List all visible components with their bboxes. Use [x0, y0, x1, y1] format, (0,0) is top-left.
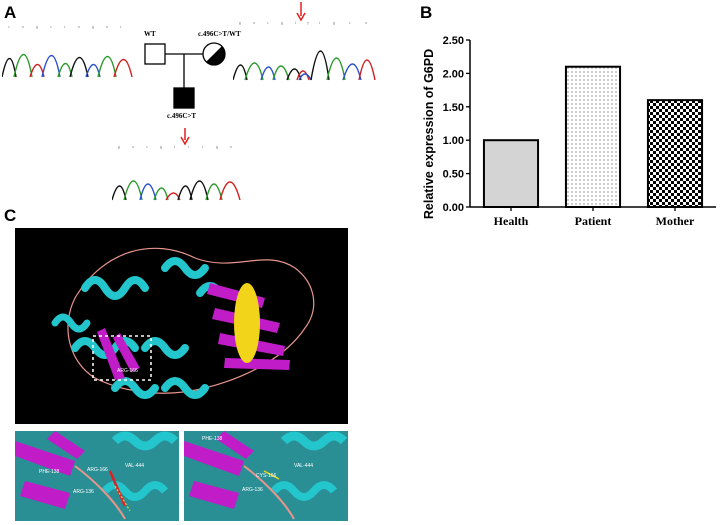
protein-zoom-right: PHE-138 CYS-166 VAL-444 ARG-136: [184, 431, 348, 521]
svg-text:t: t: [319, 20, 321, 25]
svg-text:g: g: [333, 20, 335, 25]
svg-text:t: t: [120, 24, 122, 29]
panel-label-b: B: [420, 3, 433, 22]
svg-text:y: y: [307, 20, 309, 25]
residue-label: VAL-444: [294, 463, 314, 469]
father-symbol: [144, 43, 166, 65]
residue-label: CYS-166: [256, 473, 277, 479]
x-tick-label: Health: [494, 214, 529, 228]
svg-text:g: g: [118, 144, 120, 149]
svg-text:t: t: [188, 144, 190, 149]
svg-text:t: t: [295, 20, 297, 25]
pedigree-child-label: c.496C>T: [167, 112, 197, 120]
mutation-arrow-icon: [296, 2, 306, 22]
svg-text:c: c: [146, 144, 148, 149]
pedigree-diagram: [144, 42, 226, 109]
x-tick-label: Mother: [656, 214, 695, 228]
residue-label: VAL-444: [125, 463, 145, 469]
y-tick-label: 0.50: [443, 169, 464, 181]
bar-mother: [646, 99, 704, 208]
svg-text:a: a: [132, 144, 134, 149]
panel-label-c: C: [4, 206, 17, 225]
panel-label-a: A: [4, 3, 17, 22]
residue-label: ARG-136: [242, 487, 263, 493]
bar-patient: [564, 65, 622, 208]
residue-label: ARG-166: [87, 467, 108, 473]
residue-label: PHE-138: [39, 469, 60, 475]
svg-text:g: g: [92, 24, 94, 29]
svg-text:g: g: [160, 144, 162, 149]
residue-label-main: ARG-166: [117, 368, 138, 374]
y-tick-label: 0.00: [443, 202, 464, 214]
svg-text:g: g: [36, 24, 38, 29]
svg-text:t: t: [174, 144, 176, 149]
svg-text:a: a: [253, 20, 255, 25]
svg-text:t: t: [64, 24, 66, 29]
svg-text:g: g: [281, 20, 283, 25]
svg-text:c: c: [8, 24, 10, 29]
y-tick-label: 2.00: [443, 68, 464, 80]
svg-text:c: c: [267, 20, 269, 25]
y-tick-label: 1.00: [443, 135, 464, 147]
svg-text:a: a: [106, 24, 108, 29]
protein-structure-main: ARG-166: [15, 228, 348, 424]
svg-text:a: a: [22, 24, 24, 29]
pedigree-father-label: WT: [144, 30, 156, 38]
bar-health: [482, 139, 540, 208]
svg-text:t: t: [202, 144, 204, 149]
svg-text:g: g: [216, 144, 218, 149]
x-tick-label: Patient: [575, 214, 612, 228]
child-symbol: [173, 87, 195, 109]
mutation-arrow-icon: [180, 128, 190, 146]
residue-label: PHE-138: [202, 436, 223, 442]
protein-zoom-left: PHE-138 ARG-166 VAL-444 ARG-136: [15, 431, 179, 521]
pedigree-mother-label: c.496C>T/WT: [198, 30, 241, 38]
svg-text:a: a: [78, 24, 80, 29]
y-axis-label: Relative expression of G6PD: [422, 49, 436, 219]
y-tick-label: 1.50: [443, 102, 464, 114]
svg-text:c: c: [349, 20, 351, 25]
svg-text:a: a: [365, 20, 367, 25]
y-tick-label: 2.50: [443, 35, 464, 47]
residue-label: ARG-136: [73, 489, 94, 495]
svg-text:g: g: [239, 20, 241, 25]
svg-text:a: a: [230, 144, 232, 149]
bar-chart: Relative expression of G6PD 0.00 0.50 1.00…: [422, 35, 716, 228]
svg-text:c: c: [50, 24, 52, 29]
